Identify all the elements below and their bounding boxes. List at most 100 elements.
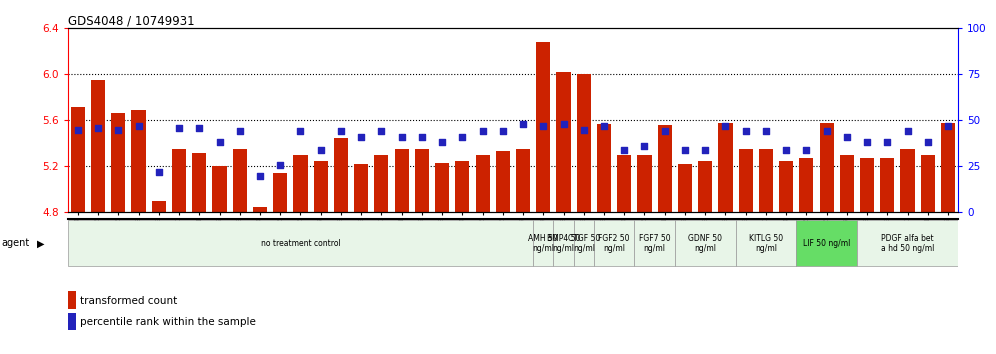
Bar [172,149,186,212]
Bar [414,149,429,212]
Point [211,139,227,145]
Point [697,147,713,153]
Point [758,129,774,134]
Point [860,139,875,145]
Bar [796,221,857,266]
Point [636,143,652,149]
Bar [314,161,328,212]
Bar [536,42,551,212]
Point [778,147,794,153]
Text: GDNF 50
ng/ml: GDNF 50 ng/ml [688,234,722,253]
Point [515,121,531,127]
Text: FGF2 50
ng/ml: FGF2 50 ng/ml [599,234,629,253]
Bar [151,201,166,212]
Bar [273,173,287,212]
Point [293,129,309,134]
Point [617,147,632,153]
Point [393,134,409,140]
Bar [516,149,530,212]
Bar [557,72,571,212]
Bar [634,221,675,266]
Bar [597,124,612,212]
Bar [857,221,958,266]
Bar [900,149,914,212]
Bar [475,155,490,212]
Bar [533,221,554,266]
Bar [675,221,735,266]
Bar [618,155,631,212]
Point [576,127,592,132]
Point [333,129,349,134]
Text: PDGF alfa bet
a hd 50 ng/ml: PDGF alfa bet a hd 50 ng/ml [880,234,934,253]
Bar [577,74,591,212]
Point [454,134,470,140]
Point [232,129,248,134]
Bar [394,149,408,212]
Bar [637,155,651,212]
Text: transformed count: transformed count [81,296,177,306]
Point [899,129,915,134]
Point [354,134,370,140]
Bar [594,221,634,266]
Point [819,129,835,134]
Point [656,129,672,134]
Bar [698,161,712,212]
Point [90,125,106,131]
Bar [920,155,935,212]
Point [738,129,754,134]
Point [556,121,572,127]
Bar [71,107,85,212]
Point [879,139,895,145]
Point [717,123,733,129]
Bar [735,221,796,266]
Bar [192,153,206,212]
Bar [840,155,854,212]
Text: CTGF 50
ng/ml: CTGF 50 ng/ml [568,234,600,253]
Text: FGF7 50
ng/ml: FGF7 50 ng/ml [638,234,670,253]
Point [414,134,430,140]
Bar [739,149,753,212]
Bar [68,221,533,266]
Point [475,129,491,134]
Point [596,123,612,129]
Point [535,123,551,129]
Point [150,169,166,175]
Point [313,147,329,153]
Bar [880,158,894,212]
Bar [374,155,388,212]
Bar [718,123,732,212]
Point [677,147,693,153]
Bar [212,166,226,212]
Text: KITLG 50
ng/ml: KITLG 50 ng/ml [749,234,783,253]
Point [374,129,389,134]
Bar [68,291,76,309]
Bar [455,161,469,212]
Bar [496,152,510,212]
Bar [68,313,76,331]
Bar [112,113,125,212]
Text: percentile rank within the sample: percentile rank within the sample [81,317,256,327]
Point [940,123,956,129]
Point [191,125,207,131]
Bar [678,164,692,212]
Bar [779,161,793,212]
Point [171,125,187,131]
Bar [334,138,348,212]
Point [495,129,511,134]
Bar [941,123,955,212]
Bar [554,221,574,266]
Text: ▶: ▶ [37,238,45,249]
Bar [91,80,106,212]
Bar [253,207,267,212]
Bar [657,125,671,212]
Point [130,123,146,129]
Bar [759,149,773,212]
Point [70,127,86,132]
Bar [574,221,594,266]
Bar [860,158,874,212]
Text: no treatment control: no treatment control [261,239,341,248]
Point [434,139,450,145]
Point [111,127,126,132]
Point [839,134,855,140]
Text: LIF 50 ng/ml: LIF 50 ng/ml [803,239,851,248]
